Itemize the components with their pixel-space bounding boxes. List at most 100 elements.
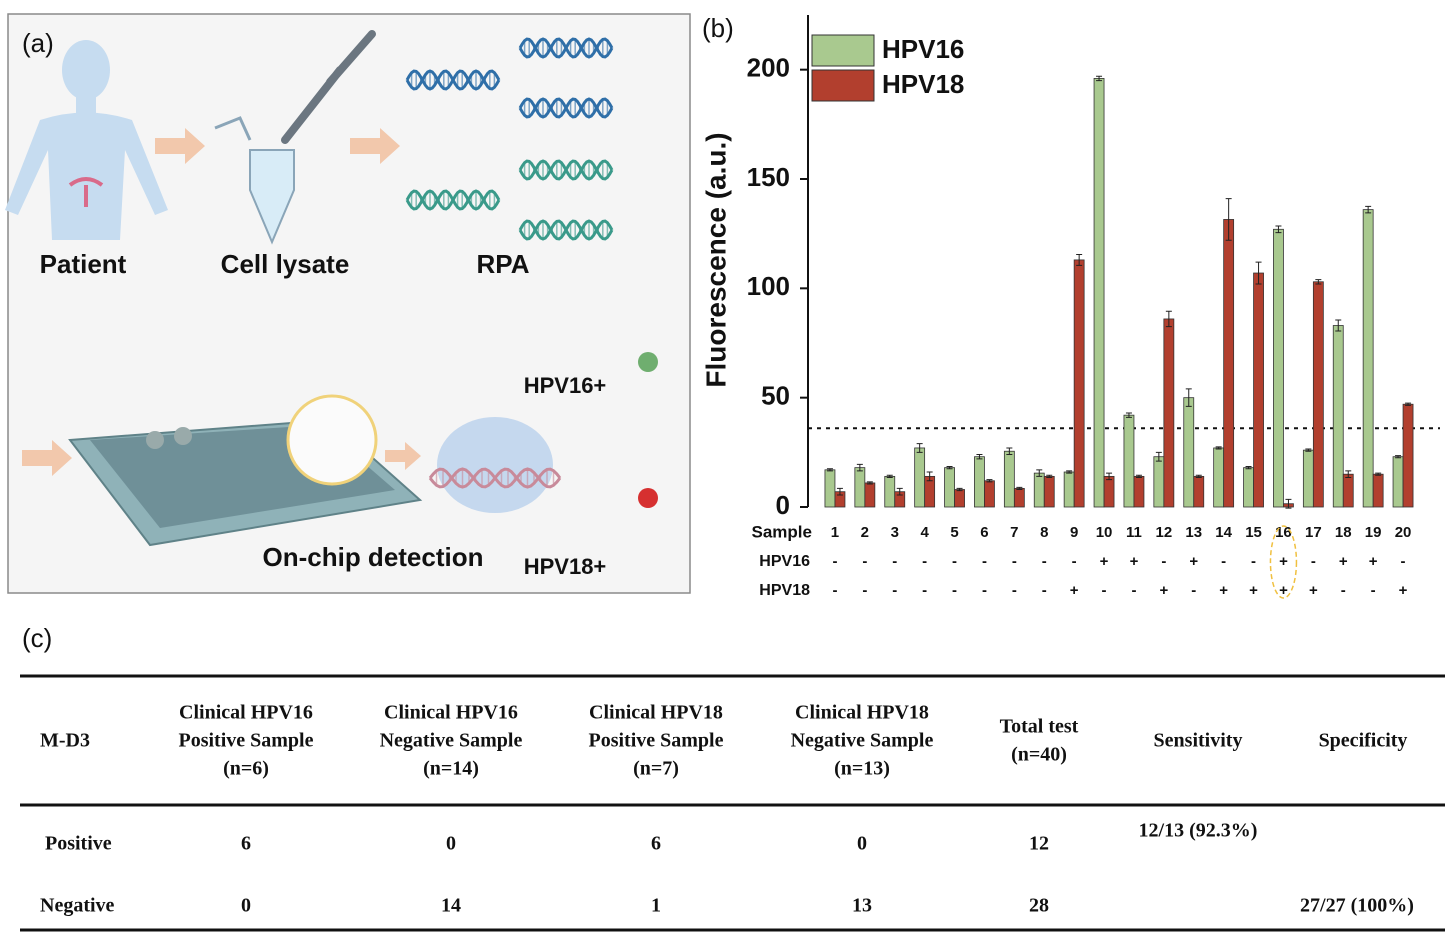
table-cell: 14 [441,895,461,917]
dna-strand [518,97,614,119]
error-bar [1375,472,1382,476]
x-tick-label: 18 [1335,524,1352,541]
sign: - [1131,582,1136,599]
error-bar [1315,279,1322,285]
bar [1243,467,1254,508]
table-cell: 6 [651,833,661,855]
error-bar [1285,498,1292,509]
y-tick-label: 150 [747,162,790,192]
sign: - [1012,582,1017,599]
sign: - [892,582,897,599]
error-bar [1215,446,1222,450]
error-bar [1165,310,1172,328]
bar [1103,475,1115,508]
sign: + [1309,582,1318,599]
sign: - [1311,553,1316,570]
table-corner: M-D3 [40,730,90,752]
x-tick-label: 13 [1185,524,1202,541]
error-bar [1036,469,1043,477]
y-axis-label: Fluorescence (a.u.) [700,132,731,387]
bar [1213,447,1225,508]
table-header: (n=40) [1011,744,1067,766]
table-header: Negative Sample [791,730,934,752]
sign: - [832,553,837,570]
sign: - [1221,553,1226,570]
bar [1043,475,1055,508]
sign: + [1279,582,1288,599]
sign: - [922,553,927,570]
step-label: Cell lysate [221,249,350,279]
inlet [174,427,192,445]
y-tick-label: 100 [747,271,790,301]
detection-label: On-chip detection [263,542,484,572]
dna-strand [405,189,501,211]
error-bar [1345,470,1352,478]
y-tick-label: 200 [747,53,790,83]
x-tick-label: 17 [1305,524,1322,541]
x-tick-label: 10 [1096,524,1113,541]
x-tick-label: 4 [920,524,929,541]
sign: - [1161,553,1166,570]
legend-label: HPV18 [882,69,964,99]
sign: - [1371,582,1376,599]
sign-row-label: HPV16 [759,553,810,570]
panel-label: (c) [22,623,52,653]
sign: - [952,582,957,599]
error-bar [886,474,893,478]
sign: + [1399,582,1408,599]
table-header: Clinical HPV16 [384,702,518,724]
green-signal [638,352,658,372]
bar [1342,473,1354,508]
sign: - [982,582,987,599]
table-cell: 0 [857,833,867,855]
step-label: RPA [477,249,530,279]
x-tick-label: 8 [1040,524,1048,541]
table-header: Clinical HPV18 [795,702,929,724]
sign: - [952,553,957,570]
inlet [146,431,164,449]
bar [864,482,876,508]
x-tick-label: 14 [1215,524,1232,541]
error-bar [1155,451,1162,462]
table-header: (n=7) [633,758,679,780]
table-cell: 13 [852,895,872,917]
table-cell: 6 [241,833,251,855]
error-bar [1395,455,1402,459]
sign: - [982,553,987,570]
error-bar [1245,466,1252,470]
tube-cap [214,116,252,141]
bar [1163,318,1175,508]
bar [944,467,955,508]
x-tick-label: 11 [1126,524,1142,541]
sign: + [1100,553,1109,570]
error-bar [826,468,833,472]
error-bar [956,487,963,492]
bar [824,469,836,508]
sign: - [892,553,897,570]
table-header: Specificity [1319,730,1408,752]
error-bar [916,443,923,453]
dna-strand [518,159,614,181]
x-tick-label: 19 [1365,524,1382,541]
sensitivity: 12/13 (92.3%) [1139,820,1258,842]
sign: + [1070,582,1079,599]
x-tick-label: 12 [1156,524,1173,541]
specificity: 27/27 (100%) [1300,895,1414,917]
bar [1362,209,1374,508]
bar [1332,325,1344,508]
sign: + [1279,553,1288,570]
error-bar [1305,448,1312,452]
bar [884,475,896,508]
bar [914,447,926,508]
table-header: Total test [1000,716,1079,738]
x-tick-label: 15 [1245,524,1262,541]
error-bar [866,481,873,485]
sign-row-label: HPV18 [759,582,810,599]
bar [1253,272,1264,508]
error-bar [976,454,983,460]
error-bar [1225,198,1232,241]
error-bar [1076,253,1083,266]
dna-strand [518,37,614,59]
error-bar [1046,474,1053,478]
